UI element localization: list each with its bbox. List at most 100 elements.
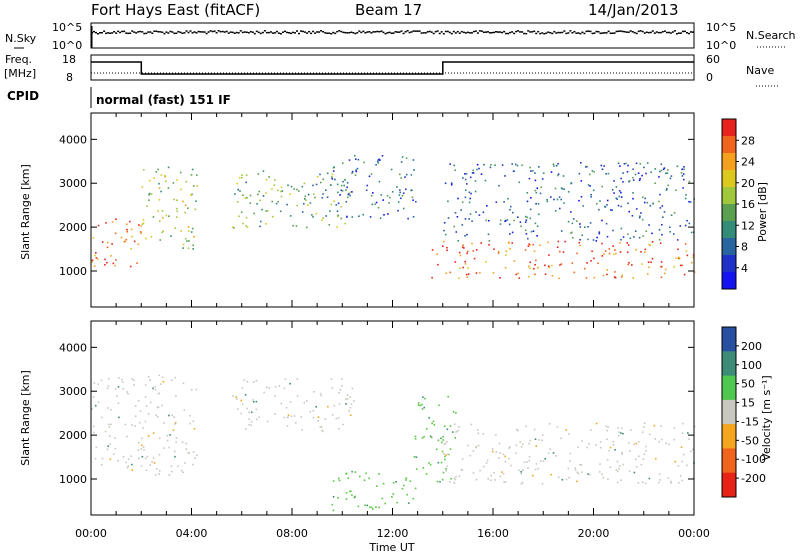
noise-sky-point [239, 30, 242, 32]
velocity-echo-cell [171, 414, 173, 417]
noise-sky-point [362, 30, 365, 33]
power-echo-cell [615, 252, 617, 255]
velocity-echo-cell [441, 450, 444, 453]
power-echo-cell [242, 222, 244, 225]
velocity-data-layer [91, 374, 696, 512]
power-echo-cell [411, 189, 413, 192]
power-echo-cell [162, 217, 164, 219]
noise-sky-point [495, 31, 497, 33]
noise-sky-point [348, 32, 351, 34]
velocity-echo-cell [490, 474, 492, 477]
power-echo-cell [133, 240, 136, 243]
velocity-echo-cell [607, 426, 609, 428]
power-echo-cell [632, 168, 634, 170]
power-echo-cell [659, 170, 661, 173]
power-echo-cell [619, 165, 621, 167]
power-echo-cell [465, 189, 467, 191]
power-echo-cell [664, 272, 666, 275]
velocity-echo-cell [138, 421, 141, 424]
velocity-echo-cell [449, 481, 451, 483]
velocity-echo-cell [616, 460, 619, 463]
velocity-echo-cell [158, 374, 161, 377]
power-echo-cell [273, 184, 276, 186]
power-colorbar-tick-label: 28 [741, 134, 755, 147]
power-echo-cell [454, 261, 457, 263]
power-echo-cell [462, 244, 464, 247]
velocity-echo-cell [607, 478, 609, 480]
noise-sky-point [334, 32, 337, 35]
power-echo-cell [314, 196, 316, 199]
velocity-echo-cell [253, 381, 255, 383]
velocity-echo-cell [504, 455, 506, 458]
power-echo-cell [693, 271, 696, 273]
velocity-echo-cell [686, 464, 688, 467]
noise-sky-point [332, 31, 335, 34]
power-echo-cell [632, 179, 635, 181]
power-echo-cell [627, 164, 629, 167]
velocity-echo-cell [648, 433, 651, 436]
power-echo-cell [328, 224, 331, 226]
velocity-echo-cell [157, 406, 160, 408]
noise-sky-point [458, 32, 461, 34]
velocity-echo-cell [144, 384, 147, 386]
power-echo-cell [277, 200, 279, 203]
power-echo-cell [605, 222, 608, 225]
noise-sky-point [374, 31, 377, 33]
velocity-echo-cell [446, 441, 448, 443]
power-echo-cell [660, 163, 663, 166]
velocity-echo-cell [477, 444, 480, 447]
power-echo-cell [402, 207, 405, 210]
power-echo-cell [510, 205, 512, 208]
noise-sky-point [298, 32, 300, 35]
power-echo-cell [165, 180, 167, 183]
noise-sky-point [653, 32, 656, 34]
velocity-echo-cell [391, 496, 393, 498]
power-echo-cell [472, 172, 475, 174]
power-echo-cell [372, 192, 374, 194]
velocity-echo-cell [498, 442, 501, 445]
power-echo-cell [661, 233, 663, 236]
noise-sky-point [193, 31, 196, 33]
power-echo-cell [677, 248, 679, 251]
power-echo-cell [187, 226, 190, 228]
power-echo-cell [176, 207, 178, 210]
power-echo-cell [511, 231, 514, 234]
velocity-echo-cell [333, 404, 336, 407]
velocity-echo-cell [477, 429, 479, 431]
power-echo-cell [316, 176, 319, 178]
power-echo-cell [626, 242, 628, 244]
noise-sky-point [563, 30, 566, 32]
power-echo-cell [507, 197, 509, 200]
power-echo-cell [295, 225, 298, 227]
velocity-echo-cell [158, 392, 160, 395]
power-echo-cell [479, 271, 481, 274]
power-echo-cell [483, 163, 485, 166]
power-echo-cell [667, 169, 669, 171]
velocity-echo-cell [681, 460, 683, 463]
power-echo-cell [351, 172, 353, 174]
noise-sky-point [231, 31, 234, 34]
power-echo-cell [379, 159, 381, 161]
velocity-echo-cell [107, 377, 110, 380]
velocity-echo-cell [618, 431, 621, 433]
velocity-echo-cell [519, 441, 522, 443]
power-echo-cell [462, 177, 464, 179]
velocity-echo-cell [677, 465, 680, 467]
power-echo-cell [535, 202, 537, 205]
power-echo-cell [321, 197, 324, 199]
power-echo-cell [459, 254, 462, 257]
velocity-echo-cell [177, 465, 179, 468]
velocity-echo-cell [442, 471, 445, 474]
power-echo-cell [472, 169, 474, 172]
noise-sky-point [247, 32, 250, 34]
power-echo-cell [91, 261, 93, 263]
velocity-echo-cell [673, 438, 676, 441]
power-echo-cell [190, 194, 192, 196]
power-echo-cell [499, 223, 502, 225]
noise-sky-point [302, 30, 304, 33]
power-echo-cell [673, 212, 676, 214]
power-echo-cell [258, 190, 260, 193]
power-echo-cell [570, 211, 572, 213]
power-echo-cell [669, 226, 671, 229]
